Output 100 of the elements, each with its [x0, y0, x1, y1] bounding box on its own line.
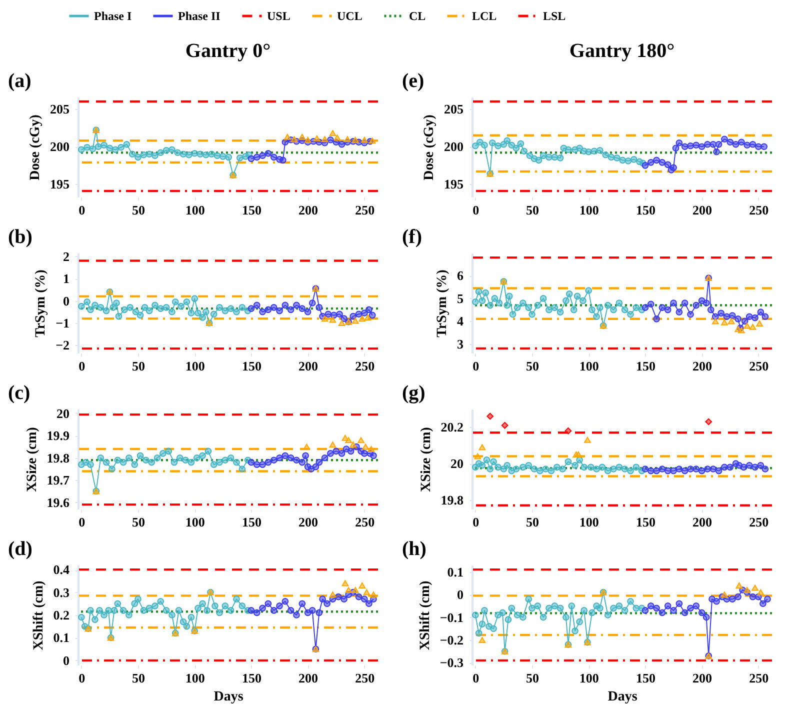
x-tick-label: 0 [472, 670, 480, 686]
point [287, 454, 294, 462]
point [142, 456, 150, 464]
point [159, 450, 166, 457]
point [282, 598, 289, 605]
point [658, 159, 666, 166]
point [100, 142, 108, 149]
x-tick-label: 50 [526, 358, 539, 374]
point [736, 582, 743, 588]
point [188, 614, 195, 621]
point [749, 324, 756, 330]
x-tick-label: 50 [132, 514, 145, 530]
point [568, 602, 576, 610]
point [329, 316, 336, 323]
point [481, 607, 488, 614]
point [78, 614, 85, 621]
point [126, 304, 134, 311]
point [534, 602, 542, 610]
point [316, 458, 323, 466]
y-tick-label: 200 [50, 139, 70, 154]
point [238, 602, 246, 610]
point [658, 609, 666, 616]
point [236, 154, 244, 162]
point [106, 144, 114, 152]
point [653, 604, 660, 612]
point [478, 462, 486, 469]
point [658, 304, 666, 311]
point [342, 580, 349, 586]
point [764, 596, 771, 602]
point [97, 304, 104, 311]
point [102, 307, 110, 314]
point [293, 302, 300, 309]
point [676, 308, 683, 316]
point [647, 159, 654, 166]
point [741, 318, 748, 325]
point [332, 448, 340, 455]
y-tick-label: 5 [457, 290, 464, 306]
point [610, 604, 617, 612]
y-tick-label: 19.6 [46, 494, 70, 510]
point [551, 154, 558, 161]
point [248, 305, 255, 312]
point [345, 586, 352, 594]
point [757, 462, 764, 469]
point [368, 312, 376, 319]
y-tick-label: 3 [457, 336, 464, 352]
point [358, 316, 366, 322]
point [715, 140, 722, 148]
point [553, 464, 560, 471]
y-tick-label: 20 [450, 456, 464, 472]
y-axis-title: XShift (cm) [31, 580, 46, 650]
point [340, 315, 348, 322]
point [298, 600, 306, 608]
point [233, 596, 240, 602]
point [259, 461, 266, 468]
point [732, 140, 740, 148]
point [517, 140, 524, 148]
point [520, 148, 528, 155]
point [509, 310, 516, 318]
x-tick-label: 250 [355, 202, 375, 218]
point [534, 302, 542, 309]
point [222, 456, 229, 464]
point [96, 607, 103, 614]
point [551, 602, 558, 610]
point [504, 616, 512, 623]
x-tick-label: 250 [355, 358, 375, 374]
point [710, 466, 717, 472]
point [276, 454, 283, 462]
point [593, 466, 600, 472]
point [84, 298, 90, 306]
point [757, 589, 764, 596]
x-tick-label: 250 [749, 202, 769, 218]
point [564, 427, 572, 434]
point [264, 150, 272, 157]
point [585, 148, 592, 156]
x-tick-label: 250 [749, 358, 769, 374]
point [734, 593, 742, 600]
point [165, 448, 172, 455]
point [749, 140, 756, 148]
x-tick-label: 0 [472, 202, 480, 218]
legend-label: LSL [543, 9, 566, 23]
x-tick-label: 100 [579, 670, 599, 686]
point [718, 310, 724, 317]
chart-title: Gantry 0° [185, 40, 271, 62]
point [664, 467, 672, 474]
text: (b) [8, 226, 32, 248]
point [744, 142, 751, 149]
point [316, 609, 323, 616]
point [672, 144, 680, 152]
point [334, 134, 341, 141]
point [653, 316, 660, 322]
x-tick-label: 250 [355, 514, 375, 530]
point [170, 458, 178, 466]
point [312, 463, 320, 470]
point [664, 306, 672, 314]
point [287, 607, 294, 614]
point [319, 596, 326, 602]
point [757, 308, 764, 316]
point [157, 598, 164, 605]
point [528, 310, 536, 318]
point [712, 318, 719, 324]
